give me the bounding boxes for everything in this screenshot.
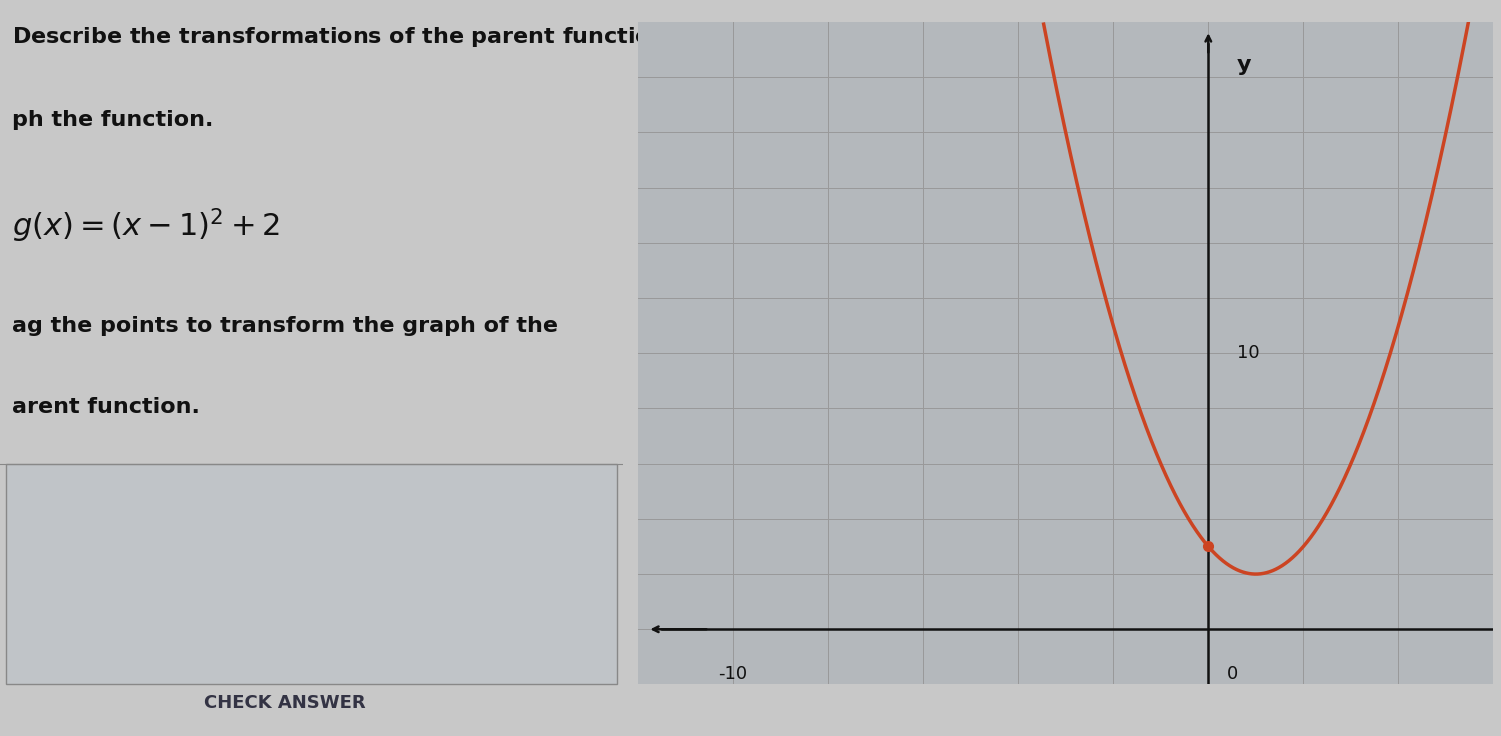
Text: 0: 0: [1228, 665, 1238, 683]
Text: arent function.: arent function.: [12, 397, 200, 417]
Text: ag the points to transform the graph of the: ag the points to transform the graph of …: [12, 316, 558, 336]
Text: Describe the transformations of the parent function $f(x) = x^2$. Then: Describe the transformations of the pare…: [12, 22, 844, 52]
Text: 10: 10: [1237, 344, 1259, 362]
Text: y: y: [1237, 55, 1252, 75]
Bar: [6, 464, 617, 684]
Text: -10: -10: [719, 665, 747, 683]
Text: CHECK ANSWER: CHECK ANSWER: [204, 694, 366, 712]
Text: ph the function.: ph the function.: [12, 110, 213, 130]
Text: $g(x) = (x - 1)^2 + 2$: $g(x) = (x - 1)^2 + 2$: [12, 206, 281, 244]
